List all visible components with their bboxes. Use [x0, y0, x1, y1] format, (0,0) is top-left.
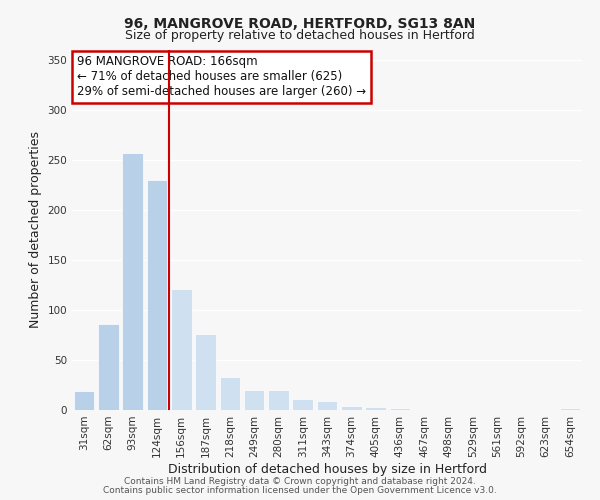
- Bar: [292, 399, 313, 410]
- Bar: [220, 377, 240, 410]
- Bar: [365, 407, 386, 410]
- Bar: [268, 390, 289, 410]
- Text: Contains public sector information licensed under the Open Government Licence v3: Contains public sector information licen…: [103, 486, 497, 495]
- Bar: [146, 180, 167, 410]
- Y-axis label: Number of detached properties: Number of detached properties: [29, 132, 42, 328]
- X-axis label: Distribution of detached houses by size in Hertford: Distribution of detached houses by size …: [167, 462, 487, 475]
- Bar: [74, 391, 94, 410]
- Text: Contains HM Land Registry data © Crown copyright and database right 2024.: Contains HM Land Registry data © Crown c…: [124, 477, 476, 486]
- Bar: [389, 408, 410, 410]
- Bar: [317, 401, 337, 410]
- Bar: [244, 390, 265, 410]
- Bar: [195, 334, 216, 410]
- Bar: [341, 406, 362, 410]
- Bar: [98, 324, 119, 410]
- Text: 96, MANGROVE ROAD, HERTFORD, SG13 8AN: 96, MANGROVE ROAD, HERTFORD, SG13 8AN: [124, 18, 476, 32]
- Text: Size of property relative to detached houses in Hertford: Size of property relative to detached ho…: [125, 29, 475, 42]
- Bar: [414, 409, 434, 410]
- Bar: [122, 153, 143, 410]
- Bar: [438, 409, 459, 410]
- Text: 96 MANGROVE ROAD: 166sqm
← 71% of detached houses are smaller (625)
29% of semi-: 96 MANGROVE ROAD: 166sqm ← 71% of detach…: [77, 56, 366, 98]
- Bar: [171, 289, 191, 410]
- Bar: [560, 408, 580, 410]
